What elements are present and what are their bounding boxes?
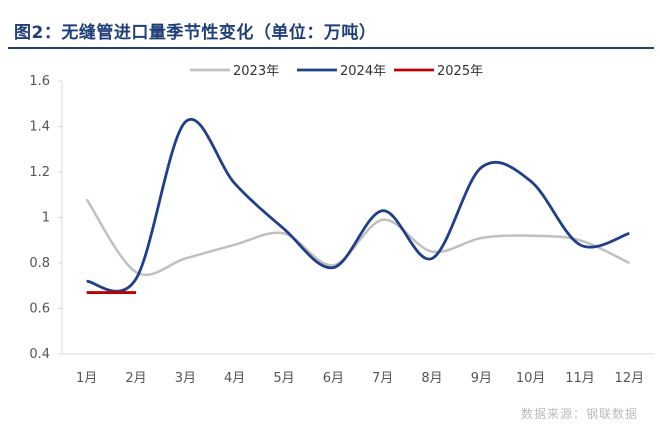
x-tick-label: 11月 (565, 371, 595, 386)
y-tick-label: 1.4 (29, 120, 50, 135)
y-tick-label: 0.4 (29, 347, 50, 362)
x-tick-label: 1月 (76, 371, 97, 386)
x-tick-label: 2月 (125, 371, 146, 386)
x-tick-label: 8月 (421, 371, 442, 386)
title-underline (8, 47, 654, 49)
legend-label: 2023年 (233, 64, 279, 79)
x-tick-label: 3月 (175, 371, 196, 386)
axes: 0.4 0.6 0.8 1 1.2 1.4 1.6 1月 2月 3月 4月 5月 6月 7月 8月 9月 10月… (29, 74, 654, 386)
source-note: 数据来源：钢联数据 (520, 407, 638, 421)
x-tick-label: 12月 (615, 371, 645, 386)
y-tick-label: 1.6 (29, 74, 50, 89)
legend: 2023年 2024年 2025年 (190, 64, 483, 79)
series-line-2 (86, 118, 630, 293)
y-tick-label: 0.8 (29, 256, 50, 271)
chart-title: 图2：无缝管进口量季节性变化（单位：万吨） (14, 23, 377, 43)
legend-label: 2025年 (437, 64, 483, 79)
y-tick-label: 0.6 (29, 302, 50, 317)
x-tick-label: 7月 (372, 371, 393, 386)
legend-label: 2024年 (340, 64, 386, 79)
y-tick-label: 1 (42, 211, 50, 226)
plot-area (85, 118, 630, 294)
x-tick-label: 4月 (224, 371, 245, 386)
y-tick-label: 1.2 (29, 165, 50, 180)
x-tick-label: 9月 (471, 371, 492, 386)
x-tick-label: 10月 (516, 371, 546, 386)
x-tick-label: 6月 (323, 371, 344, 386)
x-tick-label: 5月 (273, 371, 294, 386)
